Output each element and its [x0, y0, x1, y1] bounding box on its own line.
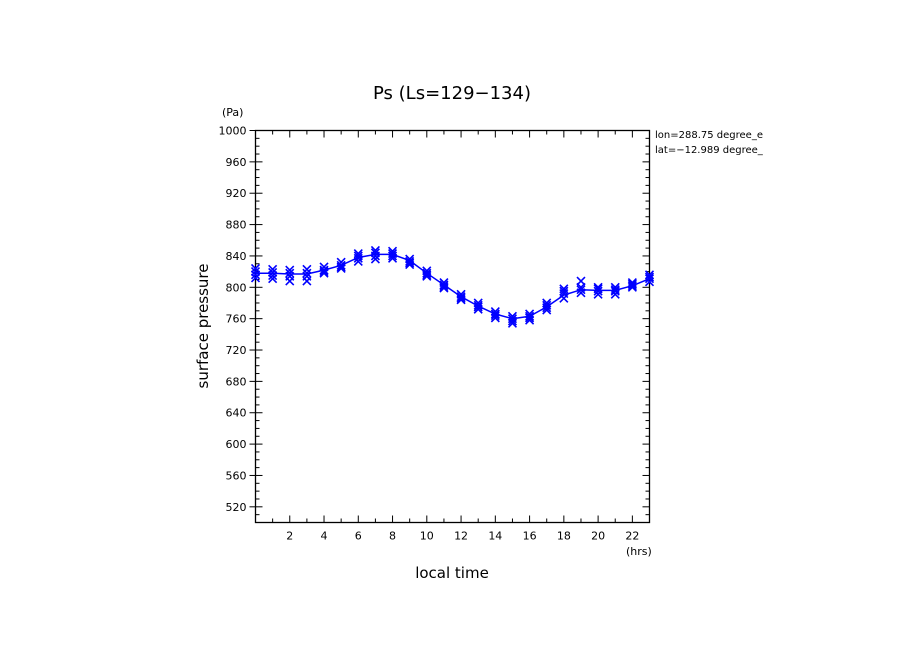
data-point: [473, 304, 483, 314]
data-point: [456, 292, 466, 302]
data-point: [353, 253, 363, 263]
data-point: [439, 281, 449, 292]
data-point: [507, 318, 518, 328]
data-point: [542, 305, 552, 315]
data-point: [576, 285, 586, 295]
y-tick-label: 520: [226, 501, 247, 514]
x-tick-label: 12: [454, 530, 468, 543]
y-axis-label: surface pressure: [194, 264, 212, 389]
data-point: [405, 256, 415, 266]
x-axis-label: local time: [415, 564, 489, 582]
y-tick-label: 600: [226, 438, 247, 451]
y-tick-label: 880: [226, 219, 247, 232]
x-tick-label: 14: [488, 530, 502, 543]
data-point: [610, 286, 620, 296]
data-point: [439, 280, 449, 290]
data-point: [644, 274, 655, 284]
y-tick-label: 720: [226, 344, 247, 357]
data-point: [542, 303, 552, 313]
plot-frame: [254, 129, 651, 524]
data-point: [490, 309, 500, 319]
annotation-lon: lon=288.75 degree_e: [655, 130, 763, 141]
data-point: [370, 251, 380, 261]
x-tick-label: 4: [321, 530, 328, 543]
data-point: [319, 267, 329, 277]
data-point: [370, 254, 380, 264]
data-point: [405, 259, 415, 270]
y-tick-label: 640: [226, 407, 247, 420]
data-point: [507, 316, 518, 326]
data-point: [490, 310, 500, 321]
series-line: [255, 253, 650, 320]
x-tick-label: 16: [523, 530, 537, 543]
data-point: [336, 262, 346, 272]
data-point: [405, 258, 415, 268]
data-point: [593, 282, 603, 292]
data-point: [439, 283, 449, 293]
data-point: [353, 256, 363, 266]
data-point: [473, 300, 483, 310]
data-point: [302, 268, 312, 278]
data-point: [250, 270, 261, 280]
data-point: [387, 251, 398, 261]
x-tick-label: 2: [286, 530, 293, 543]
y-tick-label: 560: [226, 469, 247, 482]
data-point: [610, 282, 620, 292]
data-point: [627, 282, 637, 292]
data-point: [319, 268, 329, 278]
axes-layer: 520 560 600 640 680 720 760 800 840 880 920 960 1000…: [219, 125, 650, 543]
data-point: [576, 288, 586, 298]
x-unit-label: (hrs): [626, 545, 652, 558]
y-tick-label: 960: [226, 156, 247, 169]
y-tick-label: 1000: [219, 125, 247, 138]
y-tick-label: 840: [226, 250, 247, 263]
data-point: [627, 281, 637, 291]
data-point: [490, 313, 500, 323]
x-tick-label: 22: [625, 530, 639, 543]
data-point: [268, 274, 278, 284]
y-tick-label: 680: [226, 375, 247, 388]
data-point: [285, 276, 295, 286]
data-point: [610, 289, 620, 299]
x-tick-label: 6: [355, 530, 362, 543]
y-tick-label: 800: [226, 281, 247, 294]
data-point: [302, 264, 312, 274]
data-point: [593, 289, 603, 299]
x-tick-label: 18: [557, 530, 571, 543]
chart-title: Ps (Ls=129−134): [373, 83, 531, 104]
data-point: [525, 311, 535, 321]
y-tick-label: 920: [226, 187, 247, 200]
data-point: [456, 295, 466, 305]
data-point: [644, 277, 655, 287]
data-point: [302, 276, 312, 286]
data-point: [473, 302, 483, 312]
x-tick-label: 20: [591, 530, 605, 543]
data-point: [644, 270, 655, 280]
x-tick-label: 10: [420, 530, 434, 543]
data-point: [627, 279, 637, 289]
data-point: [559, 286, 569, 296]
data-point: [336, 260, 346, 270]
annotation-lat: lat=−12.989 degree_: [655, 145, 764, 156]
x-tick-label: 8: [389, 530, 396, 543]
data-point: [559, 293, 569, 303]
data-layer: [250, 245, 655, 328]
data-point: [593, 286, 603, 296]
data-point: [319, 265, 329, 275]
data-point: [525, 313, 535, 323]
data-point: [525, 315, 535, 325]
y-unit-label: (Pa): [222, 106, 243, 119]
data-point: [336, 263, 346, 274]
data-point: [422, 270, 432, 280]
data-point: [422, 268, 432, 278]
data-point: [285, 268, 295, 278]
data-point: [387, 253, 398, 263]
data-point: [456, 293, 466, 303]
data-point: [422, 271, 432, 281]
data-point: [250, 273, 261, 283]
data-point: [268, 270, 278, 281]
y-tick-label: 760: [226, 313, 247, 326]
